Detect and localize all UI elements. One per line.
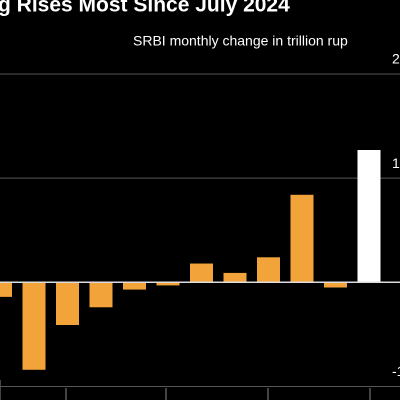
bar	[190, 263, 213, 283]
bar	[257, 257, 280, 283]
bar	[290, 194, 314, 283]
chart-subtitle: SRBI monthly change in trillion rup	[133, 33, 348, 49]
chart-title: g Rises Most Since July 2024	[0, 0, 290, 17]
bar	[56, 282, 79, 325]
bar	[22, 282, 46, 370]
y-tick-label: -1	[392, 363, 400, 379]
y-tick-label: 2	[392, 51, 400, 67]
bar	[0, 282, 12, 297]
bar	[89, 282, 113, 308]
x-axis-ticks	[0, 380, 371, 400]
bar	[357, 150, 381, 283]
y-tick-label: 1	[392, 155, 400, 171]
bar	[156, 282, 180, 286]
bar	[324, 282, 347, 288]
bar	[123, 282, 146, 290]
bar	[223, 272, 247, 283]
